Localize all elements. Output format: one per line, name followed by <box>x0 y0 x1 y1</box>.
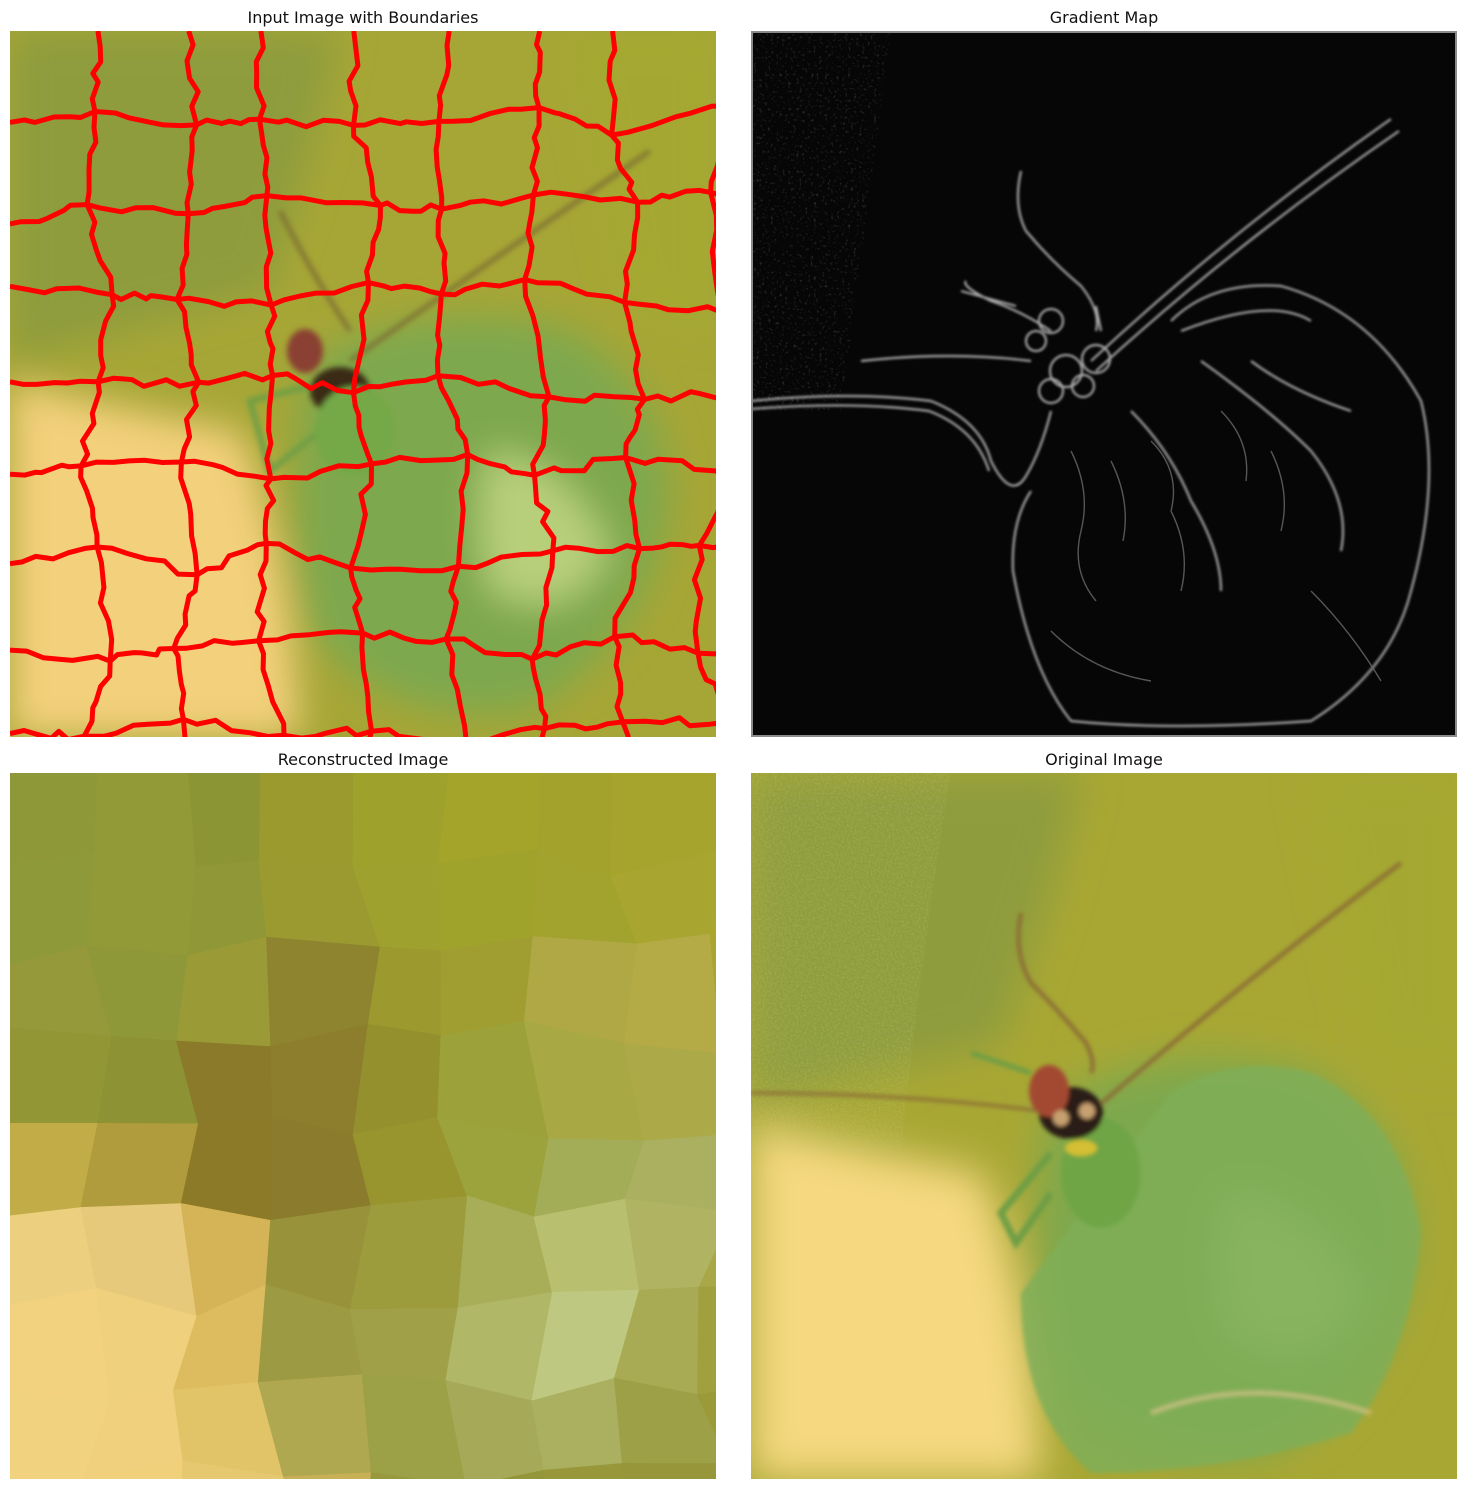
superpixel-cell <box>86 852 198 957</box>
panel-title: Original Image <box>1045 750 1163 769</box>
boundary-line <box>691 160 716 696</box>
panel-title: Reconstructed Image <box>277 750 449 769</box>
superpixel-cell <box>623 1043 716 1143</box>
superpixel-cell <box>709 910 716 937</box>
photo-scene <box>751 773 1457 1479</box>
superpixel-cell <box>361 1374 466 1479</box>
boundary-line <box>10 103 716 138</box>
boundary-line <box>10 540 716 578</box>
boundary-line <box>10 277 716 314</box>
panel-title: Gradient Map <box>1049 8 1159 27</box>
superpixel-cell <box>258 773 355 869</box>
superpixel-cell <box>83 1460 185 1479</box>
boundary-line <box>10 187 716 227</box>
superpixel-cell <box>370 1472 418 1479</box>
superpixel-cell <box>696 1391 716 1437</box>
superpixel-cell <box>709 933 716 1004</box>
boundary-line <box>522 31 557 737</box>
superpixel-cell <box>623 933 716 1055</box>
boundary-line <box>10 370 716 404</box>
superpixel-cell <box>187 773 262 868</box>
superpixel-cell <box>94 773 198 868</box>
superpixel-cell <box>10 773 99 866</box>
boundary-line <box>10 715 716 737</box>
gradient-map-image <box>751 31 1457 737</box>
superpixel-cell <box>10 1027 113 1125</box>
superpixel-cell <box>624 1198 716 1292</box>
boundary-line <box>10 629 716 664</box>
superpixel-cell <box>352 773 450 869</box>
superpixel-cell <box>613 1377 716 1465</box>
edge-lines <box>751 118 1431 728</box>
superpixel-cell <box>438 773 541 865</box>
superpixel-cell <box>10 1474 85 1479</box>
superpixel-cell <box>367 946 443 1037</box>
reconstructed-image <box>10 773 716 1479</box>
superpixel-cell <box>500 1469 546 1479</box>
superpixel-cell <box>80 1123 200 1209</box>
superpixel-cell <box>349 1307 460 1382</box>
superpixel-cell <box>621 1463 716 1479</box>
superpixel-cell <box>438 848 540 953</box>
superpixel-cell <box>282 1472 373 1479</box>
original-image <box>751 773 1457 1479</box>
boundary-line <box>253 31 287 737</box>
superpixel-cell <box>440 936 535 1037</box>
superpixel-cell <box>610 773 716 879</box>
superpixel-cell <box>624 1135 716 1212</box>
boundary-line <box>10 452 716 482</box>
superpixel-cell <box>181 1460 285 1479</box>
superpixel-cell <box>697 1286 716 1397</box>
superpixel-cell <box>352 1023 443 1136</box>
boundary-line <box>78 31 117 737</box>
boundary-line <box>433 31 471 737</box>
faint-details <box>1050 410 1382 682</box>
superpixel-cell <box>698 1249 716 1289</box>
boundary-line <box>606 31 648 737</box>
boundary-line <box>346 31 383 737</box>
superpixel-mosaic <box>10 773 716 1479</box>
superpixel-cell <box>533 1198 641 1294</box>
boundary-line <box>171 31 202 737</box>
input-image-with-boundaries <box>10 31 716 737</box>
superpixel-cell <box>542 1462 625 1479</box>
panel-title: Input Image with Boundaries <box>247 8 479 27</box>
superpixel-boundaries <box>10 31 716 737</box>
insect <box>751 861 1421 1473</box>
superpixel-cell <box>10 1288 112 1404</box>
